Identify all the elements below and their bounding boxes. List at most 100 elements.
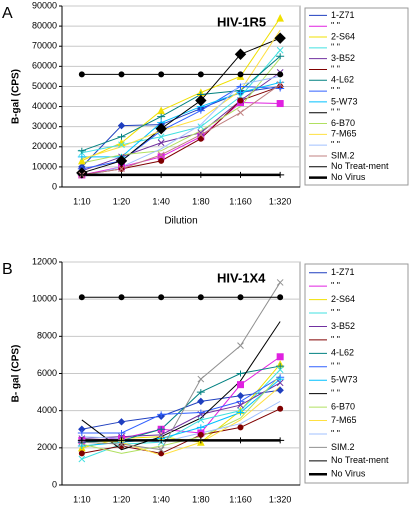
legend-label: 5-W73	[331, 96, 358, 106]
marker	[276, 437, 285, 444]
marker	[236, 171, 245, 178]
series-line	[81, 37, 281, 174]
legend-label: " "	[331, 21, 340, 31]
marker	[236, 409, 245, 416]
y-tick-label: 4000	[37, 405, 57, 415]
legend-label: 7-M65	[331, 415, 357, 425]
y-tick-label: 90000	[32, 0, 57, 10]
marker	[118, 165, 125, 173]
marker	[276, 353, 284, 361]
y-tick-label: 8000	[37, 331, 57, 341]
marker	[277, 71, 284, 78]
y-axis-label: B- gal (CPS)	[11, 345, 22, 403]
marker	[77, 153, 86, 160]
marker	[117, 437, 126, 444]
legend-label: " "	[331, 307, 340, 317]
marker	[276, 279, 284, 286]
marker	[197, 123, 205, 131]
legend-label: No Virus	[331, 469, 366, 479]
marker	[197, 294, 204, 301]
y-tick-label: 50000	[32, 81, 57, 91]
y-tick-label: 80000	[32, 20, 57, 30]
y-tick-label: 30000	[32, 121, 57, 131]
marker	[155, 122, 167, 135]
marker	[157, 133, 165, 141]
marker	[157, 171, 166, 178]
series-line	[81, 49, 281, 154]
x-axis-label: Dilution	[164, 216, 197, 227]
legend	[304, 263, 409, 484]
marker	[157, 113, 166, 120]
series-line	[81, 85, 281, 168]
marker	[276, 81, 284, 88]
y-tick-label: 40000	[32, 101, 57, 111]
marker	[118, 294, 125, 301]
marker	[237, 424, 244, 431]
marker	[77, 442, 86, 449]
series-line	[81, 29, 281, 160]
legend-label: " "	[331, 334, 340, 344]
marker	[77, 437, 86, 444]
legend-label: 2-S64	[331, 31, 355, 41]
series-line	[81, 85, 281, 170]
marker	[197, 131, 205, 139]
marker	[157, 426, 166, 433]
x-tick-label: 1:80	[192, 494, 210, 504]
y-tick-label: 12000	[32, 256, 57, 266]
panel-label: B	[2, 261, 13, 278]
y-tick-label: 0	[52, 479, 57, 489]
x-tick-label: 1:80	[192, 196, 210, 206]
marker	[117, 171, 126, 178]
marker	[158, 71, 165, 78]
marker	[117, 133, 126, 140]
marker	[158, 294, 165, 301]
x-tick-label: 1:320	[269, 196, 292, 206]
marker	[276, 171, 285, 178]
legend-label: No Virus	[331, 172, 366, 182]
legend-label: No Treat-ment	[331, 161, 389, 171]
legend-label: " "	[331, 107, 340, 117]
marker	[276, 100, 284, 108]
marker	[234, 48, 247, 60]
x-tick-label: 1:160	[229, 494, 252, 504]
marker	[276, 366, 284, 374]
legend-label: 2-S64	[331, 294, 355, 304]
x-tick-label: 1:10	[73, 196, 91, 206]
legend-label: 7-M65	[331, 129, 357, 139]
legend-label: No Treat-ment	[331, 455, 389, 465]
legend-label: " "	[331, 42, 340, 52]
marker	[78, 156, 86, 165]
y-tick-label: 10000	[32, 161, 57, 171]
marker	[117, 121, 126, 130]
marker	[118, 141, 125, 149]
marker	[197, 431, 204, 438]
marker	[197, 416, 205, 424]
marker	[117, 418, 126, 426]
marker	[157, 437, 166, 444]
x-tick-label: 1:40	[152, 196, 170, 206]
legend-label: " "	[331, 361, 340, 371]
legend-label: 6-B70	[331, 118, 355, 128]
marker	[237, 342, 244, 349]
marker	[237, 381, 244, 389]
marker	[276, 386, 284, 394]
marker	[158, 450, 165, 457]
marker	[78, 71, 85, 78]
legend-label: 3-B52	[331, 53, 355, 63]
series-line	[81, 282, 281, 451]
marker	[197, 71, 204, 78]
marker	[115, 155, 128, 167]
x-tick-label: 1:40	[152, 494, 170, 504]
legend-label: " "	[331, 85, 340, 95]
marker	[77, 147, 86, 154]
marker	[197, 375, 205, 383]
marker	[197, 129, 205, 137]
y-tick-label: 60000	[32, 61, 57, 71]
marker	[78, 455, 86, 463]
marker	[276, 85, 285, 92]
y-tick-label: 2000	[37, 442, 57, 452]
marker	[236, 83, 245, 90]
legend-label: SIM.2	[331, 442, 355, 452]
series-line	[81, 84, 281, 176]
legend-label: 1-Z71	[331, 267, 355, 277]
